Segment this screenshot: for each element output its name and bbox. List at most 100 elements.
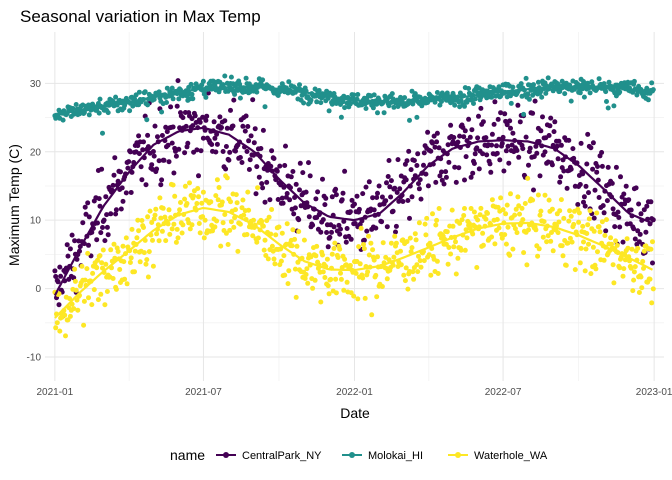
- data-point: [173, 153, 179, 159]
- data-point: [370, 105, 376, 111]
- data-point: [57, 328, 63, 334]
- smooth-line: [54, 206, 653, 319]
- data-point: [126, 159, 132, 165]
- data-point: [462, 128, 468, 134]
- data-point: [395, 157, 401, 163]
- data-point: [289, 243, 295, 249]
- data-point: [452, 164, 458, 170]
- data-point: [451, 244, 457, 250]
- data-point: [325, 244, 331, 250]
- data-point: [318, 229, 324, 235]
- data-point: [190, 96, 196, 102]
- data-point: [466, 116, 472, 122]
- data-point: [144, 117, 150, 123]
- data-point: [227, 227, 233, 233]
- data-point: [611, 103, 617, 109]
- data-point: [145, 132, 151, 138]
- data-point: [648, 246, 654, 252]
- data-point: [337, 231, 343, 237]
- data-point: [496, 84, 502, 90]
- data-point: [525, 91, 531, 97]
- data-point: [428, 272, 434, 278]
- data-point: [264, 179, 270, 185]
- x-tick-label: 2023-01: [636, 387, 672, 398]
- data-point: [453, 271, 459, 277]
- data-point: [63, 333, 68, 339]
- data-point: [127, 149, 133, 155]
- data-point: [406, 148, 412, 154]
- data-point: [414, 262, 420, 268]
- data-point: [151, 216, 157, 222]
- data-point: [258, 146, 264, 151]
- data-point: [545, 75, 551, 81]
- data-point: [366, 252, 372, 258]
- data-point: [384, 276, 390, 282]
- data-point: [260, 223, 266, 229]
- data-point: [375, 254, 380, 260]
- data-point: [410, 269, 416, 275]
- data-point: [67, 313, 73, 319]
- data-point: [105, 232, 111, 238]
- data-point: [164, 129, 170, 135]
- data-point: [631, 277, 637, 283]
- data-point: [452, 102, 458, 108]
- data-point: [561, 168, 567, 174]
- data-point: [369, 312, 375, 318]
- data-point: [175, 235, 181, 241]
- data-point: [617, 89, 623, 95]
- smooth-line: [54, 85, 653, 116]
- data-point: [203, 117, 209, 123]
- data-point: [136, 89, 142, 95]
- data-point: [143, 261, 149, 267]
- data-point: [329, 251, 335, 257]
- legend-label: Waterhole_WA: [474, 450, 548, 462]
- data-point: [344, 279, 350, 285]
- data-point: [470, 170, 476, 176]
- data-point: [269, 148, 275, 154]
- data-point: [218, 243, 224, 249]
- data-point: [359, 218, 365, 224]
- data-point: [650, 217, 656, 223]
- data-point: [347, 263, 353, 268]
- data-point: [200, 114, 206, 120]
- data-point: [618, 174, 623, 180]
- data-point: [401, 272, 407, 278]
- data-point: [436, 145, 442, 151]
- data-point: [96, 110, 102, 116]
- data-point: [433, 179, 439, 185]
- data-point: [250, 233, 256, 239]
- data-point: [457, 220, 463, 226]
- data-point: [501, 168, 507, 174]
- data-point: [549, 206, 555, 212]
- data-point: [448, 122, 454, 128]
- data-point: [150, 149, 156, 154]
- data-point: [139, 218, 145, 223]
- data-point: [146, 249, 152, 255]
- data-point: [113, 211, 119, 217]
- data-point: [200, 189, 206, 195]
- data-point: [130, 103, 136, 109]
- data-point: [338, 114, 344, 120]
- data-point: [286, 268, 292, 274]
- data-point: [326, 291, 332, 297]
- data-point: [202, 217, 208, 223]
- data-point: [300, 170, 306, 176]
- data-point: [179, 230, 185, 236]
- data-point: [436, 206, 442, 211]
- data-point: [543, 90, 549, 96]
- data-point: [322, 202, 328, 208]
- data-point: [342, 105, 348, 111]
- data-point: [57, 264, 63, 270]
- data-point: [585, 131, 591, 137]
- data-point: [635, 228, 641, 234]
- x-axis-ticks: 2021-01 2021-07 2022-01 2022-07 2023-01: [36, 387, 672, 398]
- data-point: [150, 263, 156, 269]
- data-point: [617, 265, 623, 271]
- data-point: [303, 272, 309, 277]
- data-point: [587, 208, 593, 214]
- data-point: [550, 142, 556, 148]
- data-point: [100, 225, 105, 230]
- data-point: [453, 239, 458, 245]
- data-point: [621, 191, 627, 197]
- data-point: [89, 302, 95, 308]
